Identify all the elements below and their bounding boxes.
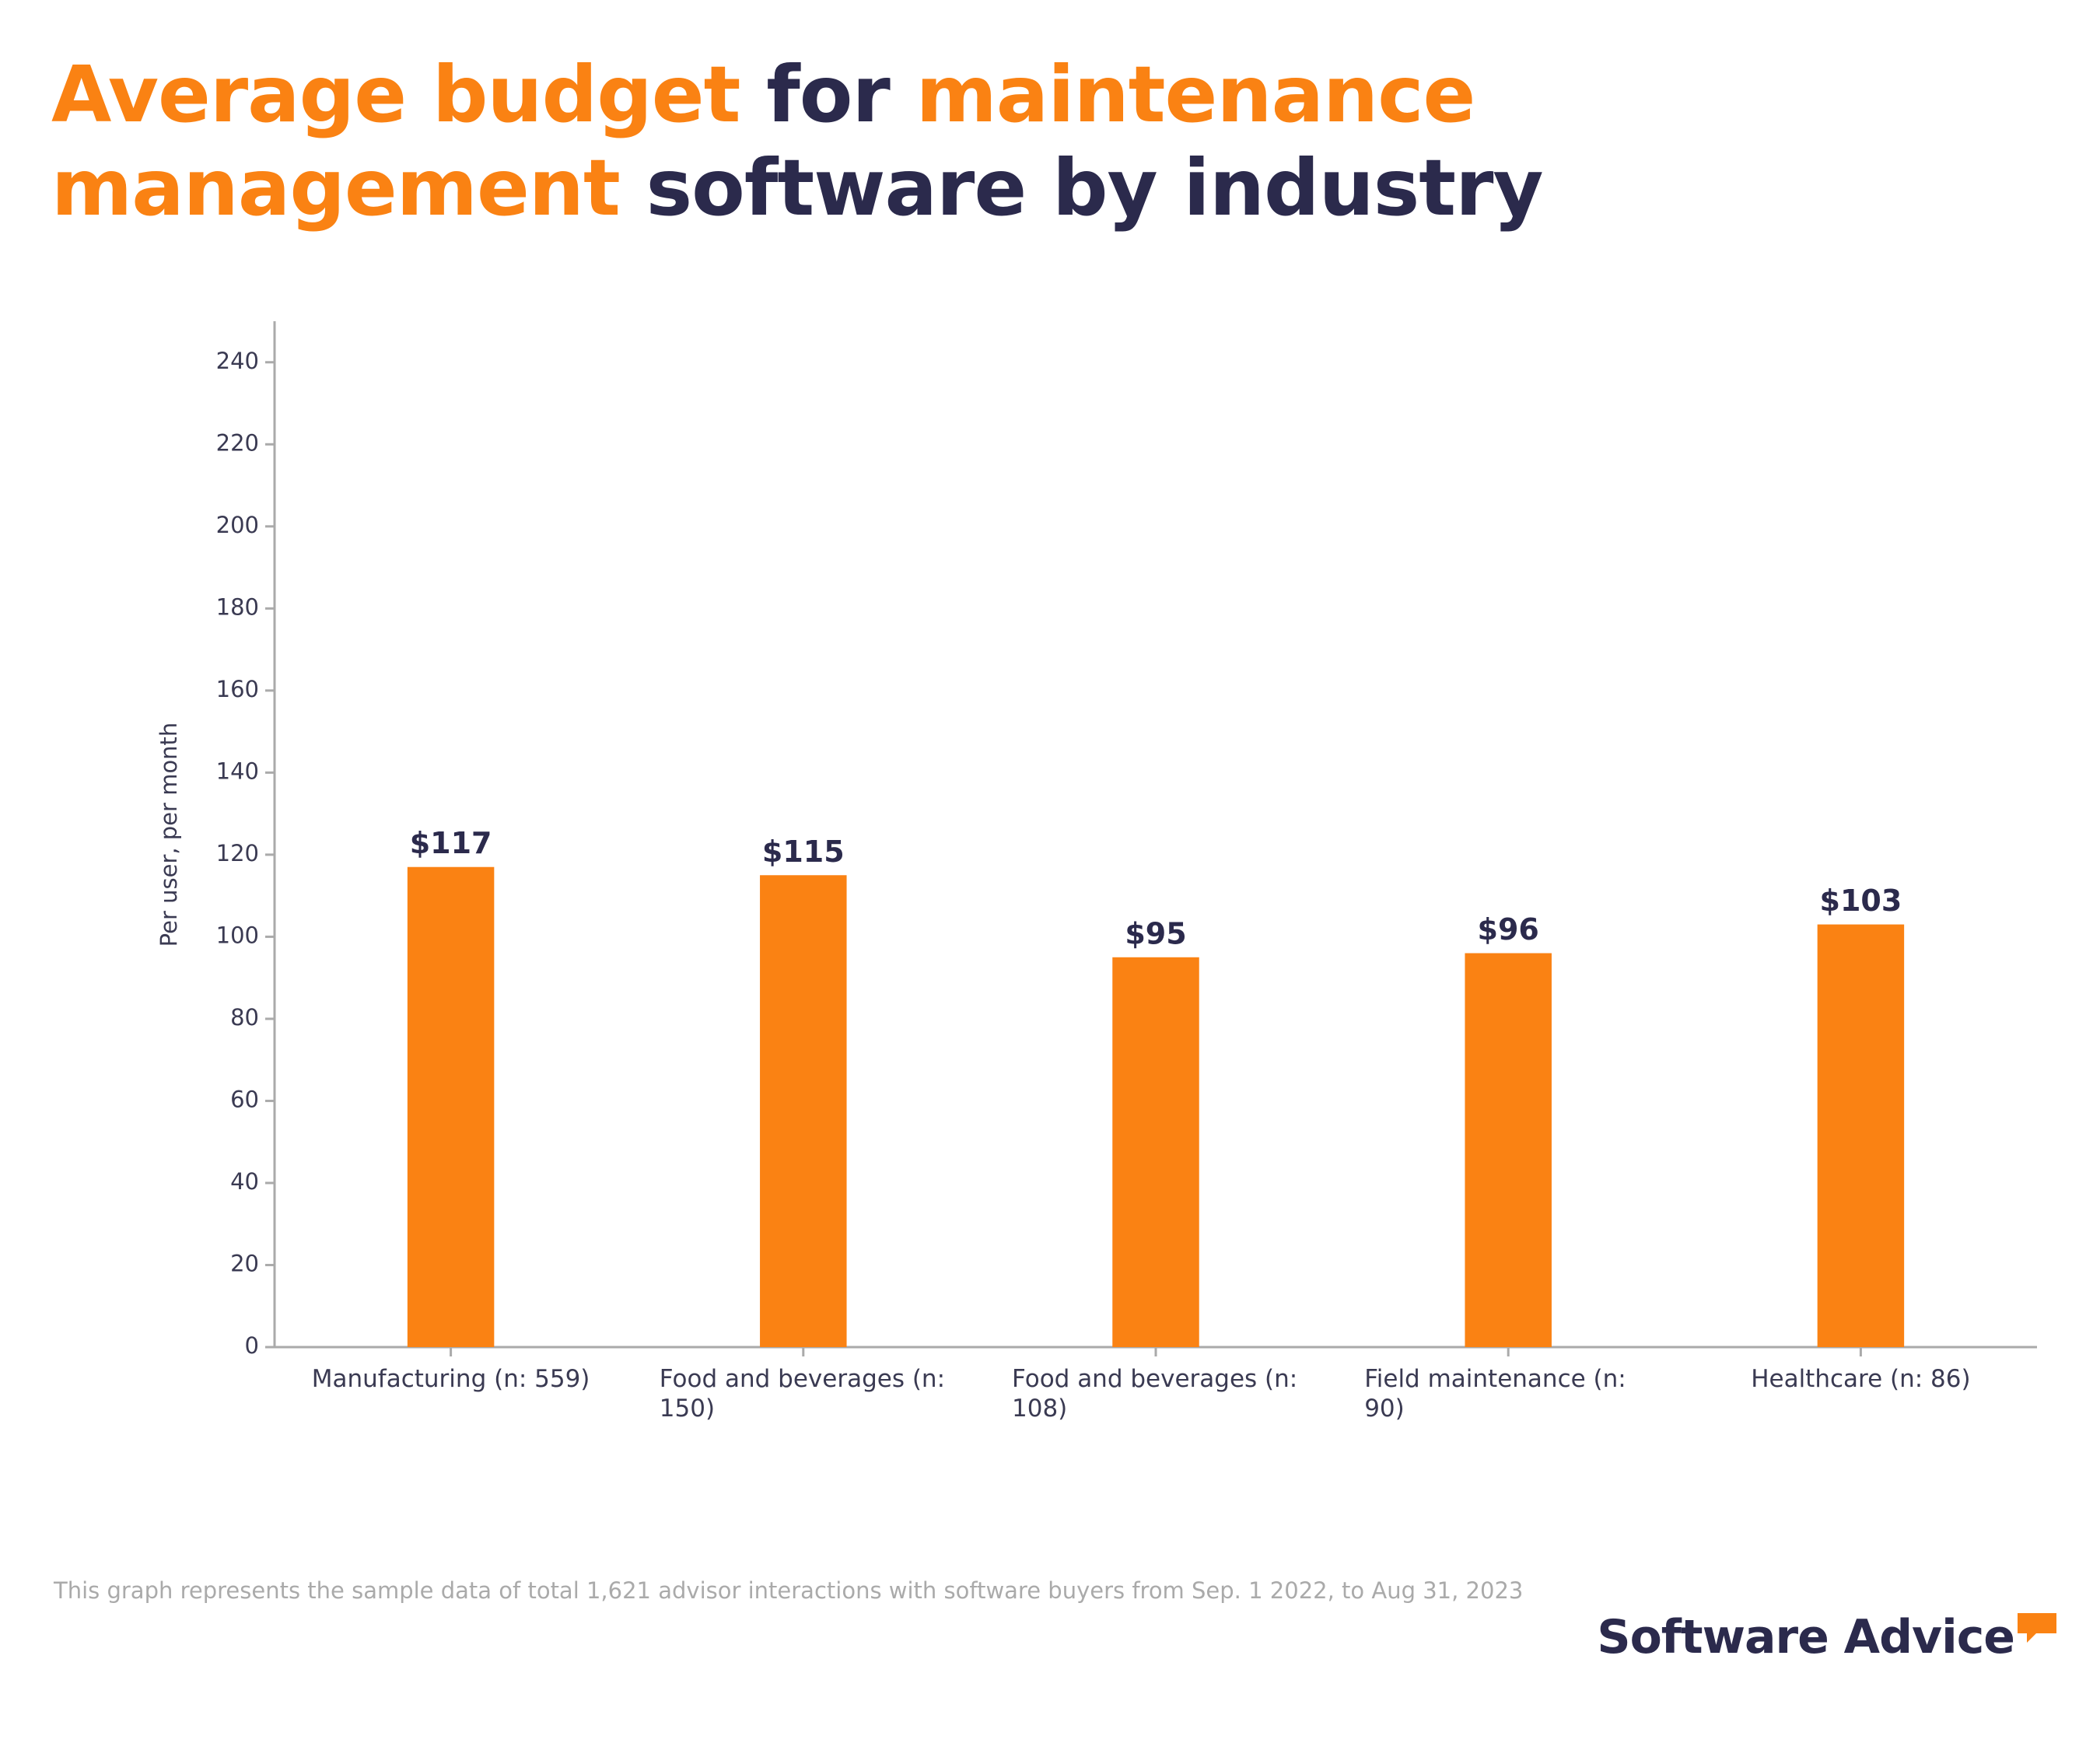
title-segment: for: [766, 49, 891, 140]
x-tick-label-wrap: Food and beverages (n: 108): [1000, 1364, 1311, 1423]
y-tick-label: 120: [216, 840, 259, 866]
logo-icon: [2018, 1613, 2056, 1643]
x-tick-label: Food and beverages (n: 108): [1012, 1365, 1298, 1423]
y-tick-label: 160: [216, 676, 259, 702]
chart: Per user, per month 0 20 40 60 80 100 120 140 16…: [156, 321, 2037, 1423]
title-segment: software by industry: [646, 142, 1544, 233]
x-tick-label-wrap: Field maintenance (n: 90): [1353, 1364, 1664, 1423]
x-tick-label-box: Healthcare (n: 86): [1705, 1364, 2016, 1394]
logo: Software Advice: [1597, 1610, 2015, 1664]
x-tick-label: Manufacturing (n: 559): [311, 1365, 590, 1393]
value-label: $117: [410, 826, 492, 860]
bar: [407, 866, 495, 1347]
value-label: $115: [762, 835, 845, 869]
footnote: This graph represents the sample data of…: [54, 1577, 1524, 1604]
x-tick-label: Food and beverages (n: 150): [659, 1365, 946, 1423]
x-tick-label-box: Field maintenance (n: 90): [1353, 1364, 1664, 1423]
value-label: $96: [1478, 912, 1539, 947]
bar: [760, 875, 847, 1347]
y-tick-label: 20: [230, 1250, 259, 1276]
y-tick-label: 80: [230, 1004, 259, 1031]
y-axis-label: Per user, per month: [156, 723, 182, 947]
x-tick-label-wrap: Healthcare (n: 86): [1705, 1364, 2016, 1394]
y-tick-label: 140: [216, 758, 259, 784]
bar: [1817, 924, 1905, 1347]
chart-title: Average budget for maintenance managemen…: [51, 48, 2042, 235]
x-tick-label-wrap: Food and beverages (n: 150): [648, 1364, 959, 1423]
y-tick-label: 100: [216, 922, 259, 948]
y-tick-label: 220: [216, 429, 259, 456]
bar: [1112, 957, 1199, 1347]
y-tick-label: 200: [216, 512, 259, 538]
x-tick-label-box: Manufacturing (n: 559): [296, 1364, 607, 1394]
y-tick-label: 60: [230, 1086, 259, 1112]
value-label: $95: [1125, 916, 1186, 950]
y-tick-label: 0: [245, 1332, 259, 1359]
y-tick-label: 240: [216, 348, 259, 374]
bar: [1465, 953, 1552, 1347]
title-segment: maintenance management: [51, 49, 1475, 233]
x-tick-label-box: Food and beverages (n: 108): [1000, 1364, 1311, 1423]
value-label: $103: [1820, 884, 1902, 918]
title-segment: Average budget: [51, 49, 740, 140]
y-tick-label: 180: [216, 593, 259, 620]
y-tick-label: 40: [230, 1168, 259, 1195]
x-tick-label: Field maintenance (n: 90): [1364, 1365, 1626, 1423]
x-tick-label-box: Food and beverages (n: 150): [648, 1364, 959, 1423]
x-tick-label: Healthcare (n: 86): [1751, 1365, 1971, 1393]
x-tick-label-wrap: Manufacturing (n: 559): [296, 1364, 607, 1394]
